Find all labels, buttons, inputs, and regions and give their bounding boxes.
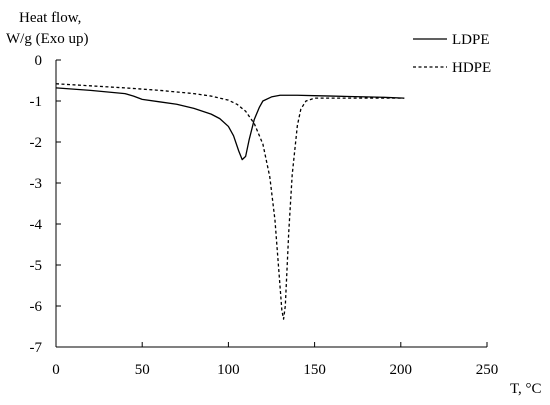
y-ticks: 0 -1 -2 -3 -4 -5 -6 -7 xyxy=(30,53,61,356)
y-tick-label: -3 xyxy=(30,176,43,192)
x-axis-title: T, °C xyxy=(510,381,542,397)
legend: LDPE HDPE xyxy=(413,32,491,76)
y-tick-label: -6 xyxy=(30,299,43,315)
y-tick-label: -1 xyxy=(30,94,43,110)
series-line-ldpe xyxy=(55,87,405,161)
y-axis-title-line2: W/g (Exo up) xyxy=(6,31,88,47)
x-tick-label: 250 xyxy=(476,362,499,378)
x-tick-label: 50 xyxy=(135,362,150,378)
x-tick-label: 200 xyxy=(390,362,413,378)
legend-label-hdpe: HDPE xyxy=(452,60,491,76)
y-tick-label: 0 xyxy=(35,53,43,69)
legend-label-ldpe: LDPE xyxy=(452,32,490,48)
y-axis-title-line1: Heat flow, xyxy=(19,10,81,26)
x-ticks: 0 50 100 150 200 250 xyxy=(52,342,498,378)
y-tick-label: -4 xyxy=(30,217,43,233)
x-tick-label: 0 xyxy=(52,362,60,378)
y-tick-label: -5 xyxy=(30,258,43,274)
y-tick-label: -7 xyxy=(30,340,43,356)
x-tick-label: 100 xyxy=(217,362,240,378)
x-tick-label: 150 xyxy=(303,362,326,378)
series-group xyxy=(55,83,405,320)
series-line-hdpe xyxy=(55,83,405,320)
y-tick-label: -2 xyxy=(30,135,43,151)
